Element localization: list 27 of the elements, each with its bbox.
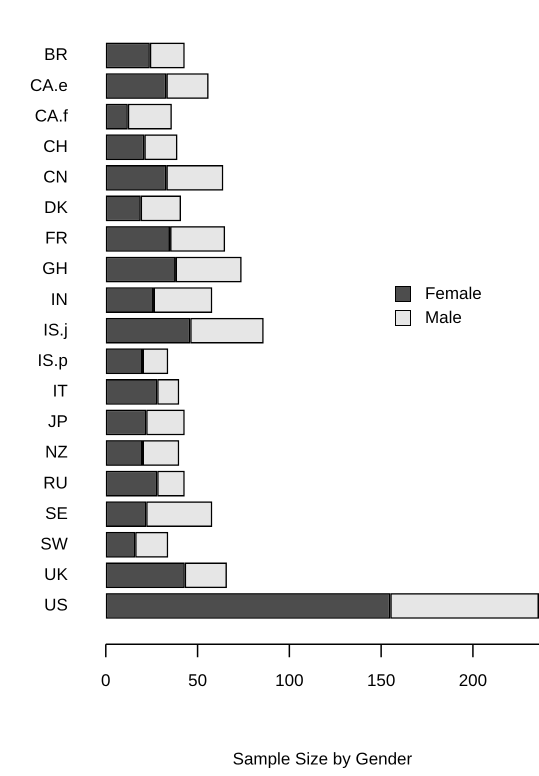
- y-tick-label: BR: [44, 45, 68, 64]
- y-tick-label: UK: [44, 565, 68, 584]
- y-tick-label: NZ: [45, 442, 68, 462]
- y-tick-label: CA.f: [34, 106, 68, 126]
- y-tick-label: IT: [52, 382, 68, 401]
- y-tick-label: DK: [44, 198, 68, 218]
- y-tick-label: US: [44, 596, 68, 615]
- x-tick-label: 0: [101, 671, 111, 690]
- y-tick-label: IS.j: [43, 320, 68, 340]
- x-tick-label: 50: [188, 671, 208, 690]
- x-tick-label: 100: [275, 671, 304, 690]
- y-tick-label: SW: [40, 534, 68, 554]
- y-tick-label: IN: [50, 290, 68, 309]
- x-axis-title: Sample Size by Gender: [232, 749, 412, 768]
- y-tick-label: FR: [45, 228, 68, 248]
- y-tick-label: CH: [43, 136, 68, 156]
- y-tick-label: CN: [43, 167, 68, 186]
- y-tick-label: IS.p: [38, 350, 68, 370]
- y-tick-label: CA.e: [30, 76, 68, 95]
- y-tick-label: SE: [45, 504, 68, 523]
- y-tick-label: JP: [48, 412, 68, 432]
- legend-label: Female: [425, 283, 482, 305]
- y-tick-label: RU: [43, 473, 68, 492]
- x-tick-label: 150: [366, 671, 396, 690]
- y-tick-label: GH: [42, 259, 68, 278]
- legend-label: Male: [425, 307, 462, 329]
- x-tick-label: 200: [458, 671, 488, 690]
